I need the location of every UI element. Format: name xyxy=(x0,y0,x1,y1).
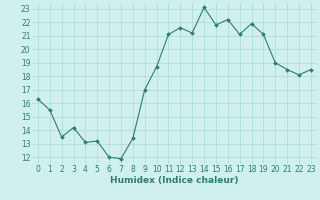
X-axis label: Humidex (Indice chaleur): Humidex (Indice chaleur) xyxy=(110,176,239,185)
